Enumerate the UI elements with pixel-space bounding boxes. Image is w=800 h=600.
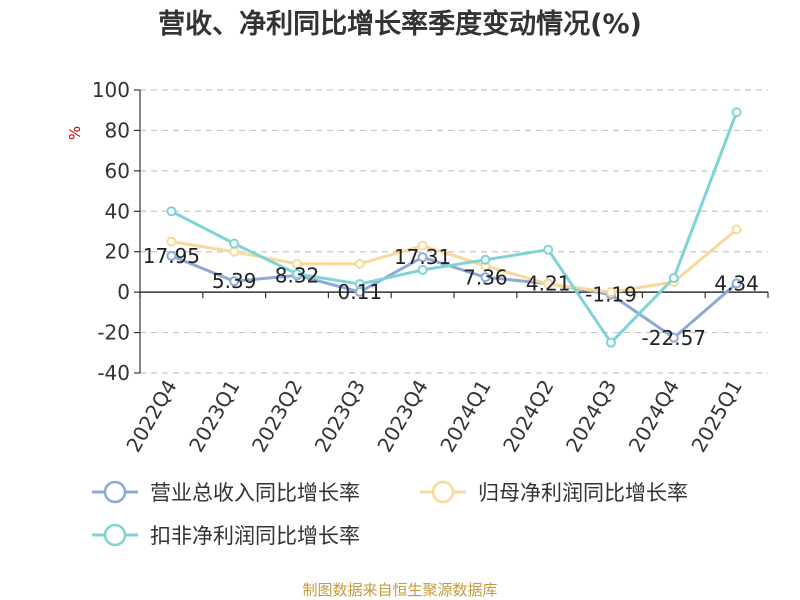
y-tick-label: 100 [92, 78, 130, 102]
data-label: 7.36 [463, 265, 508, 289]
data-point [229, 276, 240, 287]
chart-title: 营收、净利同比增长率季度变动情况(%) [158, 8, 642, 40]
x-tick-label: 2023Q4 [372, 376, 432, 457]
legend-swatch-marker [103, 480, 127, 504]
x-tick-label: 2025Q1 [686, 376, 746, 457]
y-tick-label: -40 [97, 361, 130, 385]
y-tick-label: 40 [105, 199, 130, 223]
legend-item: 归母净利润同比增长率 [420, 480, 688, 505]
data-label: 0.11 [338, 280, 383, 304]
data-point [606, 287, 616, 298]
data-point [417, 252, 428, 263]
data-label: -22.57 [642, 326, 706, 350]
data-point [480, 272, 491, 283]
legend-item: 扣非净利润同比增长率 [92, 523, 360, 548]
x-tick-label: 2024Q1 [435, 376, 495, 457]
legend-label: 营业总收入同比增长率 [150, 481, 360, 505]
data-point [606, 337, 616, 348]
data-point [668, 332, 679, 343]
data-label: 4.21 [526, 272, 571, 296]
y-tick-label: 80 [105, 118, 130, 142]
data-label: 4.34 [714, 271, 759, 295]
data-point [229, 238, 240, 249]
data-label: 17.31 [394, 245, 451, 269]
data-point [354, 279, 365, 290]
x-tick-label: 2024Q2 [498, 376, 558, 457]
x-tick-label: 2022Q4 [121, 376, 181, 457]
legend-item: 营业总收入同比增长率 [92, 480, 360, 505]
y-tick-label: 20 [105, 240, 130, 264]
series-line [170, 254, 738, 340]
data-labels: 17.95 5.39 8.32 0.11 17.31 7.36 4.21 -1.19-22.5… [143, 244, 759, 350]
y-axis-unit: % [66, 126, 84, 140]
y-tick-label: 60 [105, 159, 130, 183]
legend-swatch-marker [431, 480, 455, 504]
data-label: 8.32 [275, 263, 320, 287]
data-point [668, 272, 679, 283]
data-point [731, 224, 742, 235]
data-point [166, 236, 177, 247]
x-tick-label: 2024Q3 [561, 376, 621, 457]
series-3 [166, 107, 742, 348]
data-point [731, 107, 742, 118]
data-point [292, 268, 302, 279]
source-note: 制图数据来自恒生聚源数据库 [302, 581, 497, 599]
legend-swatch-marker [103, 523, 127, 547]
data-point [543, 279, 554, 290]
data-point [417, 264, 428, 275]
data-point [229, 246, 240, 257]
data-point [731, 278, 742, 289]
data-point [292, 258, 302, 269]
x-tick-label: 2023Q2 [247, 376, 307, 457]
series-group [166, 107, 742, 348]
x-tick-label: 2023Q3 [310, 376, 370, 457]
data-label: 17.95 [143, 244, 200, 268]
data-point [354, 258, 365, 269]
data-point [417, 240, 428, 251]
y-tick-label: 0 [117, 280, 130, 304]
y-tick-label: -20 [97, 321, 130, 345]
legend-label: 扣非净利润同比增长率 [150, 524, 360, 548]
series-line [170, 111, 739, 345]
data-point [543, 244, 554, 255]
data-point [166, 206, 177, 217]
data-point [166, 250, 177, 261]
data-point [480, 254, 491, 265]
x-tick-label: 2023Q1 [184, 376, 244, 457]
x-tick-label: 2024Q4 [624, 376, 684, 457]
grid [140, 89, 768, 374]
data-label: 5.39 [212, 269, 257, 293]
legend-label: 归母净利润同比增长率 [478, 481, 688, 505]
data-label: -1.19 [585, 283, 637, 307]
